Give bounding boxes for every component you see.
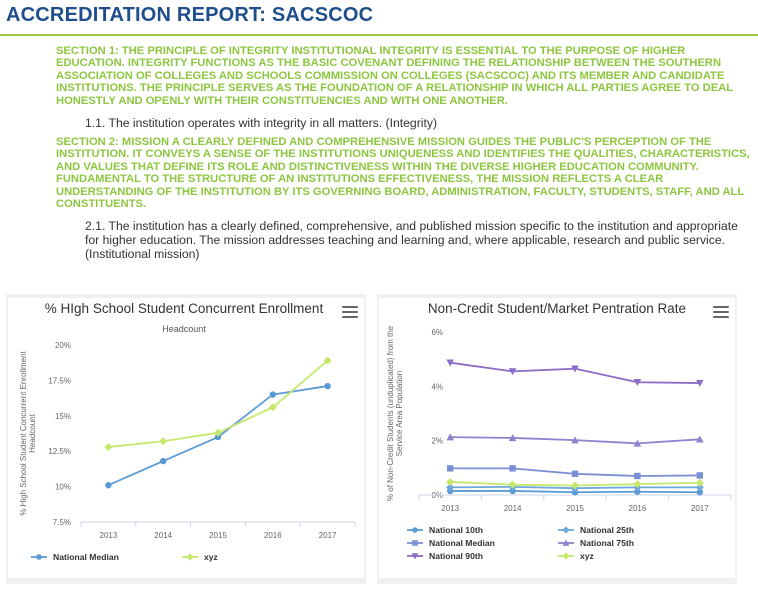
y-axis-label: % High School Student Concurrent Enrollm… [19,350,37,515]
data-point [269,391,276,398]
y-tick-label: 10% [55,483,71,492]
section-2-heading: SECTION 2: MISSION A CLEARLY DEFINED AND… [56,136,750,211]
x-tick-label: 2015 [566,504,584,513]
enrollment-chart: % HIgh School Student Concurrent Enrollm… [19,301,356,562]
data-point [696,472,703,479]
data-point [571,365,579,373]
data-point [634,472,641,480]
data-point [509,487,516,495]
x-tick-label: 2017 [691,504,709,513]
legend-label: xyz [204,552,218,562]
y-axis-label-line: % of Non-Credit Students (unduplicated) … [386,325,395,501]
chart-title: Non-Credit Student/Market Pentration Rat… [428,301,686,316]
chart-2-menu-button[interactable] [713,306,729,318]
y-tick-label: 15% [55,412,71,421]
legend-label: National 25th [580,525,634,535]
legend-label: National 75th [580,538,634,548]
data-point [104,442,113,451]
data-point [446,433,454,441]
chart-subtitle: Headcount [162,324,206,334]
x-tick-label: 2015 [209,531,227,540]
x-tick-label: 2016 [629,504,647,513]
legend-marker [412,540,418,546]
data-point [446,483,455,492]
criterion-2-1: 2.1. The institution has a clearly defin… [85,219,738,261]
legend-marker [412,527,418,533]
y-tick-label: 6% [431,328,443,337]
data-point [508,368,517,376]
legend-label: xyz [580,551,594,561]
data-point [509,465,516,472]
data-point [508,434,517,442]
y-tick-label: 2% [431,437,443,446]
x-tick-label: 2016 [264,531,282,540]
chart-1-card: % HIgh School Student Concurrent Enrollm… [8,298,364,578]
data-point [159,437,168,446]
x-tick-label: 2017 [319,531,337,540]
legend-label: National 90th [429,551,483,561]
data-point [508,480,517,489]
y-axis-label-line: Service Area Population [395,371,404,456]
data-point [571,481,579,490]
data-point [571,470,579,478]
data-point [571,489,579,496]
x-tick-label: 2013 [441,504,459,513]
page-header: ACCREDITATION REPORT: SACSCOC [0,0,758,36]
data-point [268,403,277,412]
chart-2-card: Non-Credit Student/Market Pentration Rat… [379,298,735,578]
legend-marker [186,553,194,561]
legend-marker [411,553,419,560]
legend-label: National 10th [429,525,483,535]
legend-label: National Median [53,552,119,562]
data-point [695,478,704,487]
data-point [633,439,642,447]
x-tick-label: 2014 [154,531,172,540]
data-point [633,480,642,489]
data-point [696,489,703,496]
y-axis-label-line: Headcount [28,413,37,452]
data-point [160,457,167,465]
y-tick-label: 20% [55,341,71,350]
y-axis-label-line: % High School Student Concurrent Enrollm… [19,350,28,515]
data-point [695,483,704,492]
legend-label: National Median [429,538,495,548]
criterion-1-1: 1.1. The institution operates with integ… [85,116,438,130]
penetration-rate-chart: Non-Credit Student/Market Pentration Rat… [386,301,732,561]
data-point [571,436,579,444]
legend-marker [562,526,570,534]
x-tick-label: 2013 [100,531,118,540]
y-tick-label: 7.5% [53,518,71,527]
data-point [696,379,704,387]
y-tick-label: 4% [431,382,443,391]
section-1-heading: SECTION 1: THE PRINCIPLE OF INTEGRITY IN… [56,45,733,107]
data-point [214,433,222,441]
legend-marker [562,539,570,546]
data-point [105,481,112,489]
page-title: ACCREDITATION REPORT: SACSCOC [6,4,374,26]
y-tick-label: 17.5% [48,376,71,385]
data-point [696,435,704,443]
data-point [324,382,331,390]
data-point [446,477,455,486]
data-point [634,488,641,495]
legend-marker [562,552,570,560]
data-point [447,465,454,472]
chart-1-menu-button[interactable] [342,306,358,318]
y-tick-label: 12.5% [48,447,71,456]
data-point [633,379,642,387]
legend-marker [36,554,42,560]
chart-title: % HIgh School Student Concurrent Enrollm… [45,301,324,316]
data-point [323,356,332,365]
y-axis-label: % of Non-Credit Students (unduplicated) … [386,325,404,501]
x-tick-label: 2014 [504,504,522,513]
data-point [214,428,222,437]
data-point [446,359,454,367]
